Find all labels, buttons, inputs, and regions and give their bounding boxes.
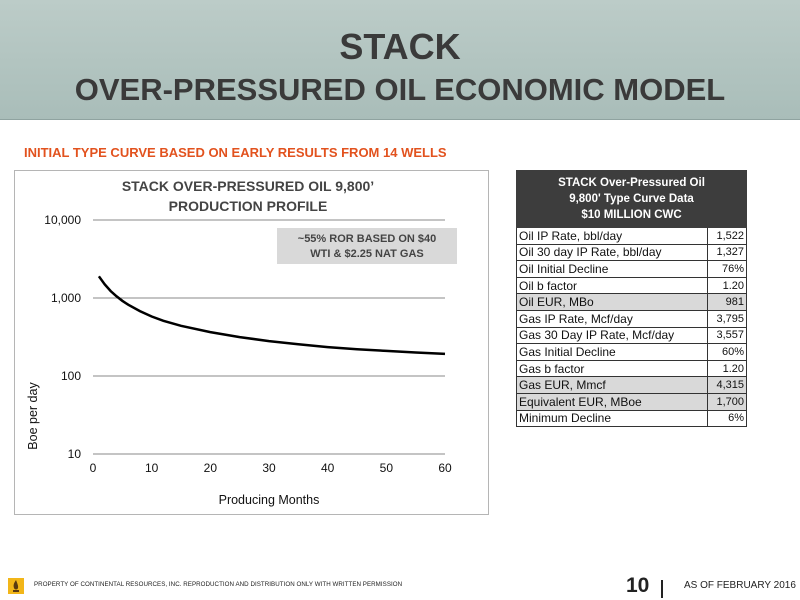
row-value: 6% <box>707 409 747 428</box>
x-tick-label: 30 <box>262 461 276 475</box>
row-value: 60% <box>707 343 747 361</box>
row-value: 1,700 <box>707 392 747 411</box>
annotation-line1: ~55% ROR BASED ON $40 <box>298 233 436 245</box>
row-value: 1,522 <box>707 227 747 245</box>
slide-subtitle: INITIAL TYPE CURVE BASED ON EARLY RESULT… <box>24 145 447 160</box>
row-value: 3,795 <box>707 309 747 328</box>
table-header-line3: $10 MILLION CWC <box>581 209 682 221</box>
y-tick-label: 100 <box>61 369 81 383</box>
row-value: 3,557 <box>707 326 747 345</box>
x-tick-label: 20 <box>204 461 218 475</box>
slide-title-line1: STACK <box>339 26 461 67</box>
row-value: 1.20 <box>707 276 747 295</box>
row-label: Gas IP Rate, Mcf/day <box>515 309 709 328</box>
y-tick-labels: 10,000 1,000 100 10 <box>44 213 81 461</box>
footer-divider <box>661 580 663 598</box>
row-label: Gas EUR, Mmcf <box>515 376 709 394</box>
page-number: 10 <box>626 574 650 597</box>
x-tick-label: 60 <box>438 461 452 475</box>
table-row: Gas Initial Decline 60% <box>515 343 747 361</box>
chart-canvas: STACK OVER-PRESSURED OIL 9,800’ PRODUCTI… <box>26 178 457 507</box>
continental-resources-logo-icon <box>8 578 24 594</box>
x-tick-label: 40 <box>321 461 335 475</box>
table-row: Gas EUR, Mmcf 4,315 <box>515 376 747 394</box>
x-tick-label: 0 <box>90 461 97 475</box>
x-tick-label: 50 <box>380 461 394 475</box>
table-row: Equivalent EUR, MBoe 1,700 <box>515 392 747 411</box>
row-value: 1.20 <box>707 359 747 378</box>
row-value: 1,327 <box>707 243 747 262</box>
y-axis-label: Boe per day <box>26 382 40 450</box>
row-label: Minimum Decline <box>515 409 709 428</box>
table-row: Gas IP Rate, Mcf/day 3,795 <box>515 309 747 328</box>
as-of-date: AS OF FEBRUARY 2016 <box>684 580 796 591</box>
y-tick-label: 1,000 <box>51 291 81 305</box>
y-tick-label: 10,000 <box>44 213 81 227</box>
type-curve-data-table: STACK Over-Pressured Oil 9,800' Type Cur… <box>515 170 747 428</box>
x-axis-label: Producing Months <box>219 493 320 507</box>
table-header: STACK Over-Pressured Oil 9,800' Type Cur… <box>516 170 747 228</box>
annotation-box <box>277 228 457 264</box>
slide-title-line2: OVER-PRESSURED OIL ECONOMIC MODEL <box>74 72 726 107</box>
table-row: Oil IP Rate, bbl/day 1,522 <box>515 227 747 245</box>
row-value: 76% <box>707 260 747 278</box>
row-label: Gas b factor <box>515 359 709 378</box>
table-row: Minimum Decline 6% <box>515 409 747 428</box>
y-tick-label: 10 <box>68 447 82 461</box>
table-header-line1: STACK Over-Pressured Oil <box>558 177 705 189</box>
annotation-line2: WTI & $2.25 NAT GAS <box>310 248 423 260</box>
production-curve-line <box>97 275 446 356</box>
row-value: 981 <box>707 293 747 311</box>
grid-layer <box>93 219 445 455</box>
table-row: Gas 30 Day IP Rate, Mcf/day 3,557 <box>515 326 747 345</box>
row-label: Equivalent EUR, MBoe <box>515 392 709 411</box>
table-row: Oil EUR, MBo 981 <box>515 293 747 311</box>
chart-title-line1: STACK OVER-PRESSURED OIL 9,800’ <box>122 178 374 194</box>
x-tick-label: 10 <box>145 461 159 475</box>
x-tick-labels: 0 10 20 30 40 50 60 <box>90 461 452 475</box>
row-label: Oil 30 day IP Rate, bbl/day <box>515 243 709 262</box>
slide-header: STACK OVER-PRESSURED OIL ECONOMIC MODEL <box>0 0 800 120</box>
table-header-row: STACK Over-Pressured Oil 9,800' Type Cur… <box>516 170 747 228</box>
row-label: Oil b factor <box>515 276 709 295</box>
table-row: Oil 30 day IP Rate, bbl/day 1,327 <box>515 243 747 262</box>
row-label: Gas 30 Day IP Rate, Mcf/day <box>515 326 709 345</box>
chart-title-line2: PRODUCTION PROFILE <box>169 198 328 214</box>
row-label: Oil Initial Decline <box>515 260 709 278</box>
table-row: Oil b factor 1.20 <box>515 276 747 295</box>
row-label: Oil IP Rate, bbl/day <box>515 227 709 245</box>
row-value: 4,315 <box>707 376 747 394</box>
table-row: Oil Initial Decline 76% <box>515 260 747 278</box>
table-header-line2: 9,800' Type Curve Data <box>569 193 694 205</box>
table-row: Gas b factor 1.20 <box>515 359 747 378</box>
row-label: Oil EUR, MBo <box>515 293 709 311</box>
production-profile-chart: STACK OVER-PRESSURED OIL 9,800’ PRODUCTI… <box>14 170 489 515</box>
footer-disclaimer: PROPERTY OF CONTINENTAL RESOURCES, INC. … <box>34 581 403 588</box>
row-label: Gas Initial Decline <box>515 343 709 361</box>
